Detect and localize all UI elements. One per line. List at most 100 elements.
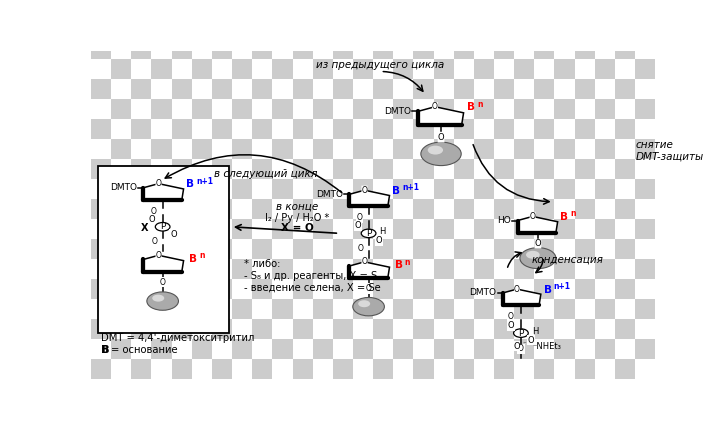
Bar <box>615 139 635 159</box>
Bar <box>333 179 353 199</box>
Bar <box>474 359 494 379</box>
Bar <box>393 39 414 59</box>
Bar <box>393 19 414 39</box>
Bar <box>635 199 655 219</box>
Bar <box>454 139 474 159</box>
Bar <box>293 99 312 119</box>
Bar <box>373 19 393 39</box>
Bar <box>474 119 494 139</box>
Bar <box>414 319 434 339</box>
Bar <box>615 39 635 59</box>
Text: P: P <box>518 328 523 337</box>
Bar <box>595 119 615 139</box>
Circle shape <box>147 292 178 310</box>
Text: O: O <box>507 321 514 331</box>
Bar <box>474 199 494 219</box>
Text: DMT = 4,4'-диметокситритил: DMT = 4,4'-диметокситритил <box>101 333 255 343</box>
Text: - S₈ и др. реагенты, X = S: - S₈ и др. реагенты, X = S <box>245 271 378 281</box>
Bar <box>615 359 635 379</box>
Bar <box>91 259 111 279</box>
Bar <box>333 59 353 79</box>
Polygon shape <box>143 184 183 200</box>
Bar <box>353 139 373 159</box>
Bar <box>212 199 232 219</box>
Text: O: O <box>159 278 165 287</box>
Bar <box>414 19 434 39</box>
Bar <box>91 299 111 319</box>
Bar <box>91 139 111 159</box>
Bar <box>655 59 676 79</box>
Bar <box>574 119 595 139</box>
Bar <box>635 119 655 139</box>
Bar <box>494 299 514 319</box>
Circle shape <box>520 248 556 269</box>
Bar <box>111 299 131 319</box>
Bar <box>333 79 353 99</box>
Bar <box>434 199 454 219</box>
Bar <box>474 239 494 259</box>
Bar <box>574 259 595 279</box>
Bar <box>312 359 333 379</box>
Bar <box>574 339 595 359</box>
Bar <box>574 299 595 319</box>
Bar <box>333 359 353 379</box>
Bar <box>534 239 555 259</box>
Bar <box>534 219 555 239</box>
Text: DMTO: DMTO <box>384 107 411 116</box>
Bar <box>615 59 635 79</box>
Bar <box>333 139 353 159</box>
Bar <box>414 79 434 99</box>
Bar <box>232 119 252 139</box>
Bar <box>393 139 414 159</box>
Bar <box>232 219 252 239</box>
Bar <box>615 179 635 199</box>
Bar <box>414 99 434 119</box>
Bar <box>333 199 353 219</box>
Bar <box>353 59 373 79</box>
Bar <box>172 79 191 99</box>
Bar <box>494 159 514 179</box>
Bar <box>353 279 373 299</box>
Circle shape <box>353 297 384 316</box>
Bar <box>514 259 534 279</box>
Bar <box>333 299 353 319</box>
Bar <box>615 79 635 99</box>
Bar <box>655 319 676 339</box>
Bar <box>151 79 172 99</box>
Bar <box>474 299 494 319</box>
Bar <box>474 159 494 179</box>
Bar <box>191 339 212 359</box>
Text: O: O <box>508 312 514 321</box>
Bar <box>252 259 272 279</box>
Bar <box>172 19 191 39</box>
Bar <box>474 219 494 239</box>
Bar <box>333 119 353 139</box>
Bar <box>232 239 252 259</box>
Bar <box>574 159 595 179</box>
Text: - введение селена, X = Se: - введение селена, X = Se <box>245 282 381 292</box>
Bar <box>91 119 111 139</box>
Bar <box>494 279 514 299</box>
Bar <box>312 179 333 199</box>
Bar <box>91 359 111 379</box>
Bar <box>655 19 676 39</box>
Text: O: O <box>151 237 157 246</box>
Bar <box>111 259 131 279</box>
Bar <box>172 239 191 259</box>
Bar <box>534 179 555 199</box>
Bar <box>555 119 574 139</box>
Bar <box>434 159 454 179</box>
Bar <box>252 319 272 339</box>
Text: ⁻NHEt₃: ⁻NHEt₃ <box>532 342 561 351</box>
Bar <box>333 239 353 259</box>
Bar <box>454 339 474 359</box>
Circle shape <box>358 300 370 307</box>
Bar <box>272 39 293 59</box>
Bar <box>393 259 414 279</box>
Bar <box>595 19 615 39</box>
Bar <box>615 279 635 299</box>
Bar <box>574 79 595 99</box>
Bar <box>312 119 333 139</box>
Bar <box>252 159 272 179</box>
Bar <box>393 119 414 139</box>
